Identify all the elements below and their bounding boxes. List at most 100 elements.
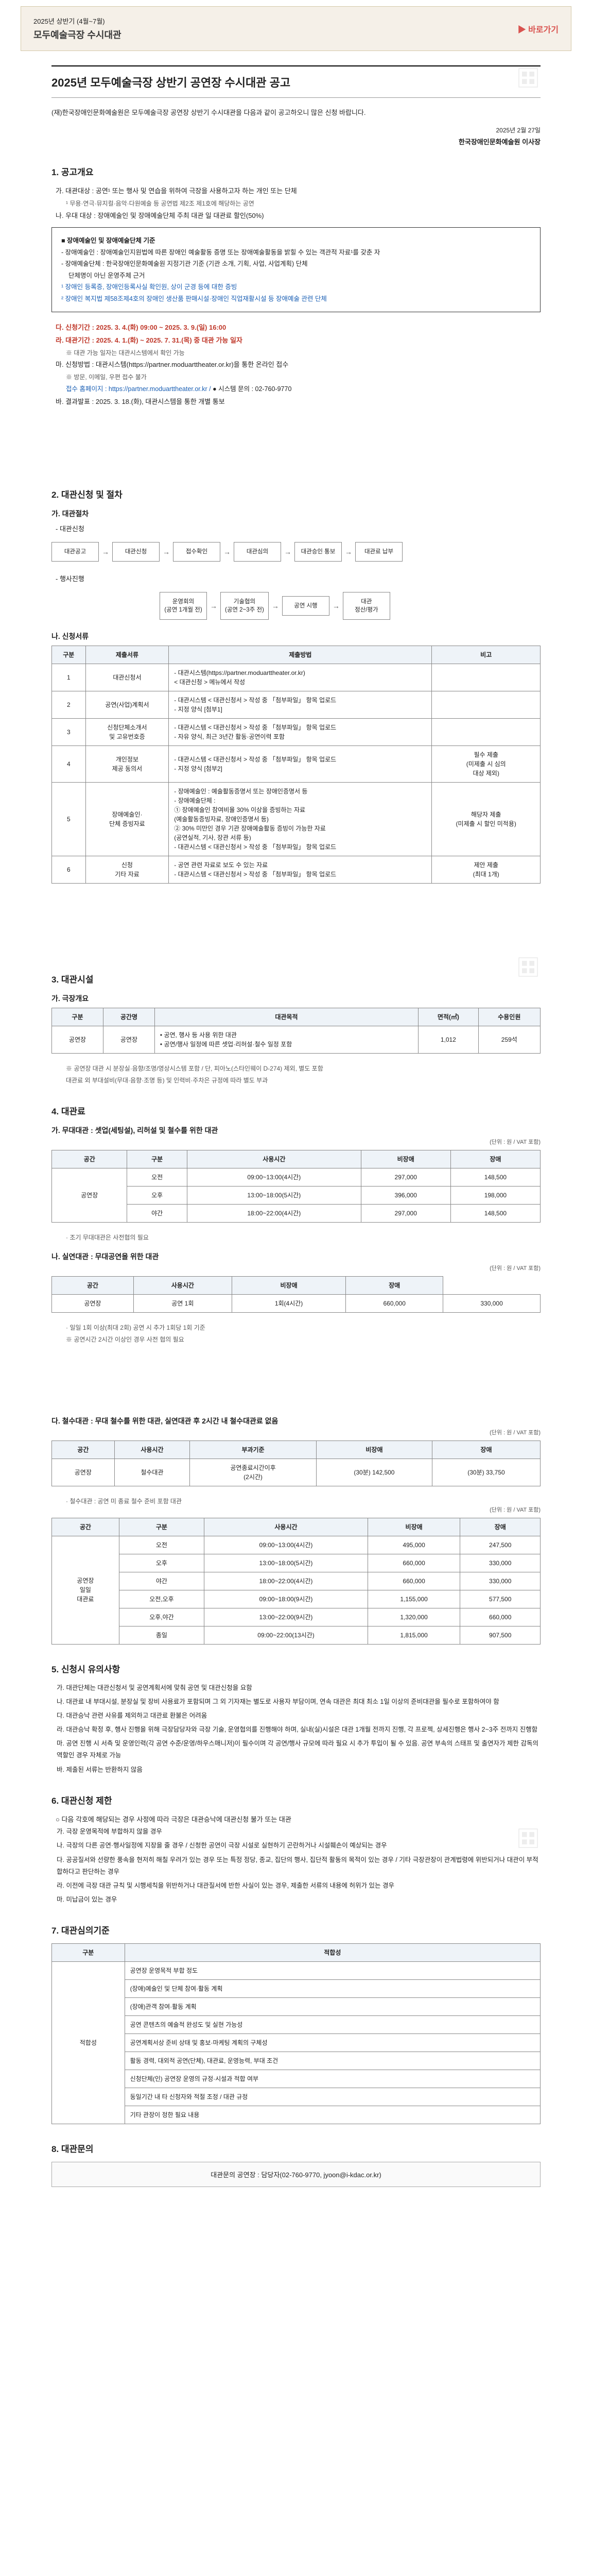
arrow-icon: → [284,548,291,556]
s4-c-note: (단위 : 원 / VAT 포함) [51,1428,541,1436]
table-header: 장애 [432,1441,540,1459]
banner-link[interactable]: ▶ 바로가기 [518,23,559,35]
list-item: 라. 이전에 극장 대관 규칙 및 시행세칙을 위반하거나 대관질서에 반한 사… [57,1880,541,1892]
table-cell: 660,000 [460,1608,541,1626]
table-row: 공연장공연 1회1회(4시간)660,000330,000 [52,1295,541,1313]
list-item: 나. 대관료 내 부대시설, 분장실 및 장비 사용료가 포함되며 그 외 기자… [57,1696,541,1708]
table-cell: 1,155,000 [368,1590,460,1608]
flow-box: 대관신청 [112,542,160,562]
table-cell: 제안 제출 (최대 1개) [432,856,541,884]
decor-icon [516,65,541,90]
s1-a-note: ¹ 무용·연극·뮤지컬·음악·다원예술 등 공연법 제2조 제1호에 해당하는 … [66,198,541,210]
list-item: 마. 공연 진행 시 서측 및 운영인력(각 공연 수준/운영/하우스매니저)이… [57,1738,541,1761]
box-l4: ² 장애인 복지법 제58조제4호의 장애인 생산품 판매시설·장애인 직업재활… [61,293,531,305]
table-row: (장애)예술인 및 단체 참여·활동 계획 [52,1980,541,1998]
top-banner: 2025년 상반기 (4월~7월) 모두예술극장 수시대관 ▶ 바로가기 [21,6,571,51]
table-cell: 198,000 [450,1186,540,1204]
box-head: ■ 장애예술인 및 장애예술단체 기준 [61,235,531,247]
table-cell: 660,000 [346,1295,443,1313]
table-header: 공간 [52,1441,115,1459]
table-cell: 신청단체(인) 공연장 운영의 규정·시설과 적합 여부 [125,2070,540,2088]
table-cell: - 장애예술인 : 예술활동증명서 또는 장애인증명서 등 - 장애예술단체 :… [169,783,432,856]
table-header: 비고 [432,646,541,664]
fee-table-a: 공간구분사용시간비장애장애 공연장오전09:00~13:00(4시간)297,0… [51,1150,541,1223]
table-header: 장애 [346,1277,443,1295]
arrow-icon: → [223,548,231,556]
table-row: 기타 관장이 정한 필요 내용 [52,2106,541,2124]
table-row: 1대관신청서- 대관시스템(https://partner.moduartthe… [52,664,541,691]
table-cell: - 대관시스템 < 대관신청서 > 작성 중 「첨부파일」 항목 업로드 - 지… [169,691,432,719]
table-cell: 개인정보 제공 동의서 [85,746,169,783]
banner-period: 2025년 상반기 (4월~7월) [33,16,121,26]
table-cell: 1,320,000 [368,1608,460,1626]
s2-b: 나. 신청서류 [51,631,541,641]
table-row: 야간18:00~22:00(4시간)660,000330,000 [52,1572,541,1590]
table-header: 비장애 [361,1150,450,1168]
list-item: 가. 극장 운영목적에 부합하지 않을 경우 [57,1826,541,1838]
table-cell: 660,000 [368,1554,460,1572]
table-cell: 공연장 [52,1459,115,1486]
flow-box: 대관승인 통보 [294,542,342,562]
table-cell: 공연장 [52,1295,134,1313]
table-row: 공연장 일일 대관료오전09:00~13:00(4시간)495,000247,5… [52,1536,541,1554]
s4-a-note: (단위 : 원 / VAT 포함) [51,1138,541,1146]
table-cell: 09:00~18:00(9시간) [204,1590,368,1608]
table-cell: 1,012 [419,1026,478,1054]
table-cell [432,691,541,719]
table-cell: 1 [52,664,86,691]
table-header: 제출서류 [85,646,169,664]
table-row: 6신청 기타 자료- 공연 관련 자료로 보도 수 있는 자료 - 대관시스템 … [52,856,541,884]
s2-a: 가. 대관절차 [51,509,541,519]
table-cell: (장애)관객 참여·활동 계획 [125,1998,540,2016]
box-l3: ¹ 장애인 등록증, 장애인등록사실 확인원, 상이 군경 등에 대한 증빙 [61,281,531,293]
table-row: 종일09:00~22:00(13시간)1,815,000907,500 [52,1626,541,1644]
table-header: 공간 [52,1518,119,1536]
table-cell: 3 [52,719,86,746]
flow-box: 접수확인 [173,542,220,562]
table-header: 면적(㎡) [419,1008,478,1026]
table-header: 부과기준 [190,1441,317,1459]
docs-table: 구분제출서류제출방법비고 1대관신청서- 대관시스템(https://partn… [51,646,541,884]
table-row: 공연장철수대관공연종료시간이후 (2시간)(30분) 142,500(30분) … [52,1459,541,1486]
table-cell: - 대관시스템 < 대관신청서 > 작성 중 「첨부파일」 항목 업로드 - 지… [169,746,432,783]
table-header: 비장애 [368,1518,460,1536]
table-row: 공연장오전09:00~13:00(4시간)297,000148,500 [52,1168,541,1186]
table-cell [432,664,541,691]
arrow-icon: → [163,548,170,556]
section-3-title: 3. 대관시설 [51,972,541,985]
s4-b-foot: · 일일 1회 이상(최대 2회) 공연 시 추가 1회당 1회 기준 ※ 공연… [66,1322,541,1346]
fee-table-c: 공간사용시간부과기준비장애장애 공연장철수대관공연종료시간이후 (2시간)(30… [51,1440,541,1486]
table-cell: 577,500 [460,1590,541,1608]
table-cell: 동일기간 내 타 신청자와 적절 조정 / 대관 규정 [125,2088,540,2106]
s1-e-hl: 접수 홈페이지 : https://partner.moduarttheater… [66,383,541,396]
table-header: 사용시간 [133,1277,232,1295]
table-cell: 330,000 [460,1554,541,1572]
table-cell: 396,000 [361,1186,450,1204]
flow-box: 대관심의 [234,542,281,562]
restriction-list: 가. 극장 운영목적에 부합하지 않을 경우나. 극장의 다른 공연·행사일정에… [57,1826,541,1906]
table-row: 3신청단체소개서 및 고유번호증- 대관시스템 < 대관신청서 > 작성 중 「… [52,719,541,746]
table-header: 구분 [52,1008,103,1026]
table-cell: 오후 [127,1186,187,1204]
table-cell: 해당자 제출 (미제출 시 할인 미적용) [432,783,541,856]
table-cell: 2 [52,691,86,719]
list-item: 바. 제출된 서류는 반환하지 않음 [57,1764,541,1776]
s2-sub2: - 행사진행 [56,573,541,586]
table-cell [432,719,541,746]
table-cell: 09:00~13:00(4시간) [187,1168,361,1186]
table-cell: 오후 [119,1554,204,1572]
table-cell: 297,000 [361,1168,450,1186]
table-row: 신청단체(인) 공연장 운영의 규정·시설과 적합 여부 [52,2070,541,2088]
table-cell: 330,000 [460,1572,541,1590]
table-header: 사용시간 [114,1441,190,1459]
section-8-title: 8. 대관문의 [51,2142,541,2155]
table-row: 오전,오후09:00~18:00(9시간)1,155,000577,500 [52,1590,541,1608]
table-header: 공간 [52,1277,134,1295]
s1-b: 나. 우대 대상 : 장애예술인 및 장애예술단체 주최 대관 일 대관료 할인… [56,210,541,223]
s2-sub1: - 대관신청 [56,523,541,536]
table-row: 공연장공연장• 공연, 행사 등 사용 위한 대관 • 공연/행사 일정에 따른… [52,1026,541,1054]
list-item: 라. 대관승낙 확정 후, 행사 진행을 위해 극장담당자와 극장 기술, 운영… [57,1724,541,1736]
flow-box: 대관공고 [51,542,99,562]
table-cell: 148,500 [450,1168,540,1186]
decor-icon-2 [516,955,541,979]
